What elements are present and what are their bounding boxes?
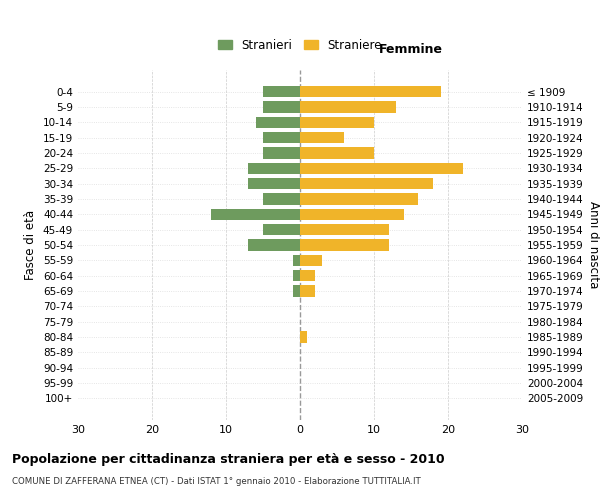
Bar [300,178,433,190]
Bar [300,224,389,235]
Bar [300,193,418,204]
Y-axis label: Fasce di età: Fasce di età [25,210,37,280]
Bar [293,254,300,266]
Bar [256,116,300,128]
Bar [248,162,300,174]
Bar [293,286,300,297]
Text: COMUNE DI ZAFFERANA ETNEA (CT) - Dati ISTAT 1° gennaio 2010 - Elaborazione TUTTI: COMUNE DI ZAFFERANA ETNEA (CT) - Dati IS… [12,478,421,486]
Bar [300,286,315,297]
Text: Femmine: Femmine [379,43,443,56]
Bar [300,239,389,251]
Bar [263,101,300,112]
Bar [293,270,300,281]
Text: Popolazione per cittadinanza straniera per età e sesso - 2010: Popolazione per cittadinanza straniera p… [12,452,445,466]
Bar [263,132,300,143]
Bar [300,86,440,98]
Bar [211,208,300,220]
Bar [263,86,300,98]
Bar [300,208,404,220]
Bar [248,239,300,251]
Y-axis label: Anni di nascita: Anni di nascita [587,202,600,288]
Bar [248,178,300,190]
Bar [263,224,300,235]
Bar [300,332,307,343]
Legend: Stranieri, Straniere: Stranieri, Straniere [213,34,387,56]
Bar [300,162,463,174]
Bar [300,147,374,158]
Bar [263,147,300,158]
Bar [300,270,315,281]
Bar [300,116,374,128]
Bar [300,101,396,112]
Bar [300,254,322,266]
Bar [300,132,344,143]
Bar [263,193,300,204]
